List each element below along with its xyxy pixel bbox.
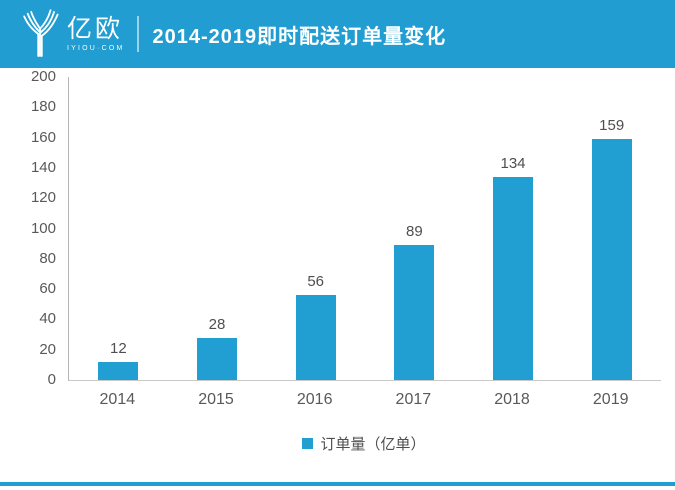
x-axis-category-label: 2014: [99, 391, 136, 408]
yiou-logo: 亿欧 IYIOU·COM: [18, 9, 125, 59]
bar-column: 89: [365, 77, 464, 380]
y-tick-label: 40: [39, 310, 56, 328]
footer-accent-strip: [0, 482, 675, 486]
y-tick-label: 180: [30, 98, 56, 116]
bar-column: 159: [562, 77, 661, 380]
bar: [197, 337, 237, 380]
y-axis-tick-labels: 200 180 160 140 120 100 80 60 40 20 0: [0, 68, 56, 388]
bar: [394, 245, 435, 380]
x-axis-labels: 2014 2015 2016 2017 2018 2019: [68, 391, 660, 409]
y-tick-label: 140: [30, 158, 56, 176]
x-axis-category-label: 2016: [296, 391, 333, 408]
y-tick-label: 20: [39, 340, 56, 358]
bar-value-label: 56: [307, 273, 325, 291]
x-axis-category-label: 2017: [395, 391, 432, 408]
y-tick-label: 60: [39, 280, 56, 298]
y-tick-label: 200: [30, 68, 56, 85]
logo-name: 亿欧: [67, 15, 124, 44]
plot-area: 12 28 56 89 134 159: [68, 77, 661, 381]
yiou-logo-icon: [23, 9, 59, 57]
header-bar: 亿欧 IYIOU·COM 2014-2019即时配送订单量变化: [0, 0, 675, 68]
bar: [493, 177, 534, 380]
legend-label: 订单量（亿单）: [320, 436, 426, 453]
legend-marker: [302, 438, 314, 449]
y-tick-label: 160: [30, 128, 56, 146]
bar-column: 56: [266, 77, 365, 380]
x-axis-category-label: 2018: [494, 391, 530, 408]
logo-text: 亿欧 IYIOU·COM: [67, 15, 125, 52]
header-divider: [136, 16, 139, 52]
bar: [295, 295, 336, 380]
bar-chart: 200 180 160 140 120 100 80 60 40 20 0 12 28 56 89 134 1…: [0, 68, 675, 482]
bar-value-label: 159: [599, 117, 625, 135]
bar-column: 28: [168, 77, 267, 380]
chart-title: 2014-2019即时配送订单量变化: [152, 25, 447, 48]
y-tick-label: 0: [47, 371, 56, 388]
x-axis-category-label: 2015: [198, 391, 234, 408]
bar-value-label: 12: [109, 339, 127, 357]
logo-domain: IYIOU·COM: [67, 44, 125, 52]
y-tick-label: 80: [39, 249, 56, 267]
bar: [591, 139, 632, 380]
legend: 订单量（亿单）: [68, 433, 660, 454]
bar-value-label: 28: [208, 315, 226, 333]
bar-column: 134: [464, 77, 563, 380]
bars-container: 12 28 56 89 134 159: [69, 77, 661, 380]
bar-value-label: 89: [406, 223, 423, 241]
y-tick-label: 100: [30, 219, 56, 237]
x-axis-category-label: 2019: [592, 391, 629, 408]
bar-column: 12: [69, 77, 168, 380]
bar-value-label: 134: [500, 155, 526, 172]
bar: [98, 361, 139, 380]
y-tick-label: 120: [30, 189, 56, 207]
